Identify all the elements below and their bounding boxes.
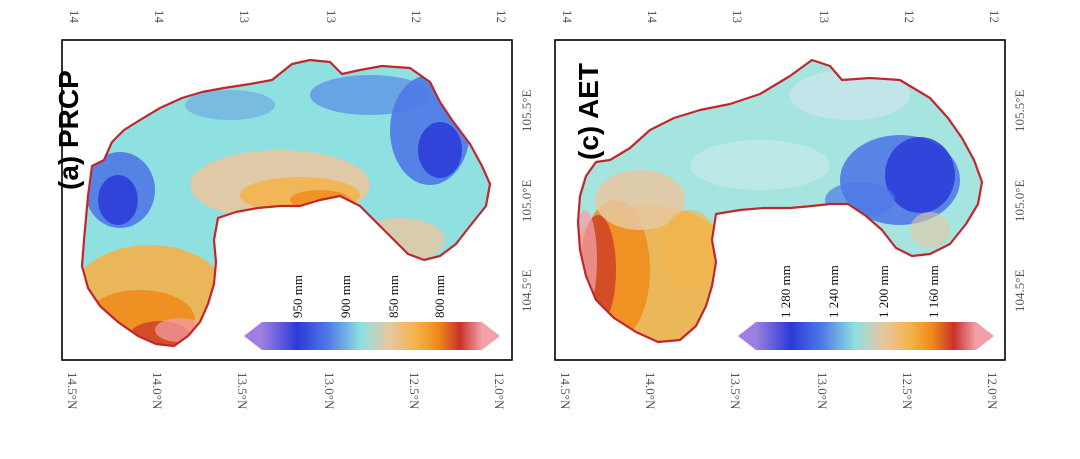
top-tick-label: 14	[645, 10, 660, 24]
panel-title-aet: (c) AET	[573, 63, 604, 160]
colorbar-label: 850 mm	[386, 275, 401, 318]
lat-tick-label: 13.0°N	[322, 372, 337, 410]
lon-tick-label: 105.0°E	[519, 180, 534, 222]
lon-tick-label: 105.5°E	[519, 90, 534, 132]
top-tick-label: 14	[152, 10, 167, 24]
top-tick-label: 13	[817, 10, 832, 23]
lat-tick-label: 13.5°N	[235, 372, 250, 410]
lat-tick-labels-prcp: 14.5°N 14.0°N 13.5°N 13.0°N 12.5°N 12.0°…	[65, 372, 507, 410]
colorbar-label: 1 160 mm	[926, 265, 941, 318]
lat-tick-label: 13.0°N	[815, 372, 830, 410]
colorbar-label: 1 280 mm	[778, 265, 793, 318]
colorbar-prcp: 950 mm 900 mm 850 mm 800 mm	[244, 275, 500, 350]
lat-tick-labels-aet: 14.5°N 14.0°N 13.5°N 13.0°N 12.5°N 12.0°…	[558, 372, 1000, 410]
top-tick-label: 13	[237, 10, 252, 23]
top-tick-label: 13	[730, 10, 745, 23]
top-tick-label: 12	[494, 10, 509, 23]
lon-tick-labels-aet: 104.5°E 105.0°E 105.5°E	[1012, 90, 1027, 312]
region-boundary-aet	[576, 58, 984, 344]
colorbar-gradient	[756, 322, 976, 350]
lat-tick-label: 13.5°N	[728, 372, 743, 410]
lat-tick-label: 14.0°N	[643, 372, 658, 410]
colorbar-label: 900 mm	[338, 275, 353, 318]
panel-prcp: 14 14 13 13 12 12 (a) PRCP	[53, 10, 534, 410]
top-tick-labels-prcp: 14 14 13 13 12 12	[67, 10, 509, 24]
lat-tick-label: 12.0°N	[492, 372, 507, 410]
lat-tick-label: 12.5°N	[900, 372, 915, 410]
colorbar-label: 1 240 mm	[826, 265, 841, 318]
top-tick-labels-aet: 14 14 13 13 12 12	[560, 10, 1002, 24]
lat-tick-label: 14.0°N	[150, 372, 165, 410]
colorbar-label: 1 200 mm	[876, 265, 891, 318]
panel-title-prcp: (a) PRCP	[53, 70, 84, 190]
lon-tick-label: 104.5°E	[1012, 270, 1027, 312]
lat-tick-label: 14.5°N	[65, 372, 80, 410]
lon-tick-label: 104.5°E	[519, 270, 534, 312]
lat-tick-label: 14.5°N	[558, 372, 573, 410]
colorbar-min-arrow	[244, 322, 262, 350]
colorbar-aet: 1 280 mm 1 240 mm 1 200 mm 1 160 mm	[738, 265, 994, 350]
lat-tick-label: 12.5°N	[407, 372, 422, 410]
colorbar-min-arrow	[738, 322, 756, 350]
colorbar-max-arrow	[482, 322, 500, 350]
region-boundary-prcp	[80, 58, 492, 348]
lon-tick-labels-prcp: 104.5°E 105.0°E 105.5°E	[519, 90, 534, 312]
top-tick-label: 12	[987, 10, 1002, 23]
colorbar-gradient	[262, 322, 482, 350]
top-tick-label: 14	[560, 10, 575, 24]
colorbar-max-arrow	[976, 322, 994, 350]
colorbar-label: 800 mm	[432, 275, 447, 318]
panel-aet: 14 14 13 13 12 12 (c) AET	[554, 10, 1027, 410]
top-tick-label: 12	[409, 10, 424, 23]
top-tick-label: 14	[67, 10, 82, 24]
top-tick-label: 13	[324, 10, 339, 23]
lat-tick-label: 12.0°N	[985, 372, 1000, 410]
lon-tick-label: 105.0°E	[1012, 180, 1027, 222]
lon-tick-label: 105.5°E	[1012, 90, 1027, 132]
colorbar-label: 950 mm	[290, 275, 305, 318]
top-tick-label: 12	[902, 10, 917, 23]
